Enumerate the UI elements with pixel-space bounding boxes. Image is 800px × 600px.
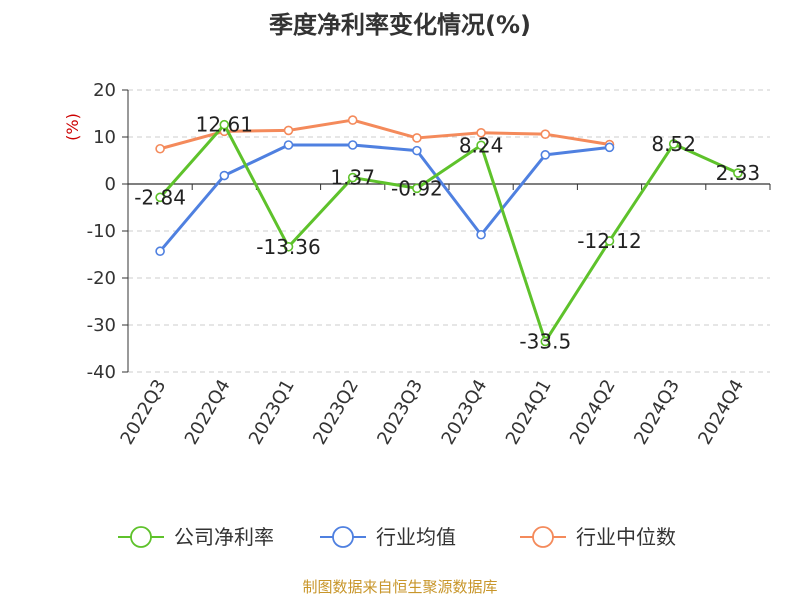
- data-point: [476, 140, 486, 151]
- x-tick-label: 2024Q4: [694, 376, 748, 448]
- data-point: [604, 236, 615, 246]
- legend-item-2[interactable]: 行业中位数: [520, 525, 676, 549]
- data-point: [604, 142, 615, 153]
- data-point: [219, 119, 230, 130]
- y-tick-label: -40: [87, 362, 116, 383]
- legend-item-0[interactable]: 公司净利率: [118, 525, 274, 549]
- data-label: 2.33: [716, 161, 761, 185]
- data-point: [412, 183, 422, 194]
- data-point: [347, 140, 358, 150]
- y-tick-label: 10: [93, 127, 116, 148]
- x-tick-label: 2023Q3: [373, 376, 427, 448]
- series-1: [155, 140, 615, 257]
- y-tick-label: 0: [105, 174, 116, 195]
- data-label: -0.92: [391, 176, 443, 200]
- data-label: -13.36: [256, 235, 320, 259]
- data-point: [668, 139, 679, 149]
- data-point: [540, 336, 551, 347]
- y-axis-unit: (%): [63, 113, 82, 141]
- data-label: 8.24: [459, 133, 504, 157]
- data-point: [476, 229, 486, 240]
- data-label: 12.61: [196, 113, 253, 137]
- data-point: [347, 115, 358, 125]
- x-tick-label: 2023Q1: [245, 376, 299, 448]
- x-tick-label: 2023Q4: [438, 376, 492, 448]
- x-tick-label: 2022Q4: [181, 376, 235, 448]
- data-label: -33.5: [519, 329, 571, 353]
- series-0: [155, 119, 743, 347]
- y-tick-label: -10: [87, 221, 116, 242]
- x-tick-label: 2024Q1: [502, 376, 556, 448]
- data-point: [283, 241, 294, 252]
- chart-title: 季度净利率变化情况(%): [269, 11, 531, 39]
- data-point: [155, 192, 165, 203]
- data-point: [283, 140, 294, 150]
- data-point: [540, 129, 551, 139]
- legend-marker: [130, 526, 152, 548]
- legend[interactable]: 公司净利率 行业均值 行业中位数: [118, 525, 676, 549]
- series-lines: [155, 115, 743, 347]
- legend-item-1[interactable]: 行业均值: [320, 525, 456, 549]
- data-point: [347, 172, 358, 183]
- y-tick-label: -20: [87, 268, 116, 289]
- data-point: [155, 246, 165, 257]
- grid-lines: [128, 89, 770, 373]
- y-tick-label: -30: [87, 315, 116, 336]
- data-label: -2.84: [134, 185, 186, 209]
- series-line: [158, 123, 739, 343]
- x-tick-label: 2022Q3: [117, 376, 171, 448]
- x-tick-label: 2023Q2: [309, 376, 363, 448]
- series-line: [159, 118, 610, 151]
- data-label: 8.52: [651, 132, 696, 156]
- data-point: [476, 127, 486, 138]
- legend-label: 行业均值: [376, 525, 456, 549]
- x-tick-label: 2024Q2: [566, 376, 620, 448]
- series-line: [158, 143, 610, 253]
- source-footer: 制图数据来自恒生聚源数据库: [302, 578, 497, 596]
- legend-marker: [332, 526, 354, 548]
- data-point: [733, 168, 743, 178]
- data-point: [412, 145, 422, 156]
- data-labels: -2.84 12.61 -13.36 1.37 -0.92 8.24 -33.5 -12.12…: [134, 113, 760, 354]
- data-point: [219, 170, 230, 181]
- y-tick-label: 20: [93, 80, 116, 101]
- legend-marker: [532, 526, 554, 548]
- series-2: [155, 115, 615, 154]
- data-label: 1.37: [330, 166, 375, 190]
- data-label: -12.12: [577, 229, 641, 253]
- data-point: [283, 125, 294, 136]
- legend-label: 行业中位数: [576, 525, 676, 549]
- data-point: [540, 150, 551, 160]
- data-point: [155, 143, 165, 154]
- data-point: [412, 133, 422, 143]
- legend-label: 公司净利率: [174, 525, 274, 549]
- x-tick-label: 2024Q3: [630, 376, 684, 448]
